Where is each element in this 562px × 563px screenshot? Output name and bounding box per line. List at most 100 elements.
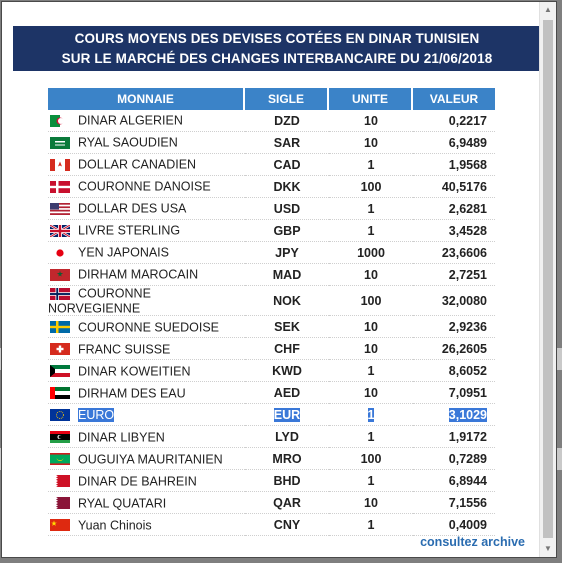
currency-code-cell: AED	[245, 382, 329, 405]
currency-value-cell: 0,4009	[413, 514, 495, 537]
currency-value-cell: 2,9236	[413, 316, 495, 339]
currency-unit: 100	[360, 179, 382, 194]
currency-unit-cell: 1	[329, 154, 413, 176]
table-row[interactable]: COURONNE DANOISE DKK 100 40,5176	[48, 176, 495, 198]
archive-link[interactable]: consultez archive	[420, 535, 525, 549]
currency-unit-cell: 1	[329, 360, 413, 383]
currency-name: EURO	[78, 408, 115, 423]
scroll-down-icon[interactable]: ▼	[544, 544, 552, 553]
currency-name-cell: DOLLAR CANADIEN	[48, 154, 245, 176]
table-row[interactable]: OUGUIYA MAURITANIEN MRO 100 0,7289	[48, 448, 495, 471]
currency-code-cell: NOK	[245, 286, 329, 317]
currency-value-cell: 3,4528	[413, 220, 495, 242]
jp-flag-icon	[50, 246, 70, 259]
currency-code: MAD	[272, 267, 302, 282]
table-row[interactable]: DOLLAR DES USA USD 1 2,6281	[48, 198, 495, 220]
currency-value: 7,0951	[448, 385, 487, 400]
currency-value: 6,9489	[448, 135, 487, 150]
currency-code: DZD	[274, 113, 300, 128]
currency-unit: 10	[364, 495, 378, 510]
currency-unit: 10	[364, 385, 378, 400]
table-row[interactable]: DINAR DE BAHREIN BHD 1 6,8944	[48, 470, 495, 493]
table-row[interactable]: RYAL SAOUDIEN SAR 10 6,9489	[48, 132, 495, 154]
currency-name-cell: LIVRE STERLING	[48, 220, 245, 242]
bh-flag-icon	[50, 475, 70, 488]
currency-name: DINAR LIBYEN	[78, 430, 165, 445]
currency-code-cell: CNY	[245, 514, 329, 537]
currency-value-cell: 7,1556	[413, 492, 495, 515]
scroll-thumb[interactable]	[543, 20, 553, 538]
currency-code-cell: EUR	[245, 404, 329, 427]
currency-code: JPY	[275, 245, 299, 260]
currency-value: 1,9172	[448, 429, 487, 444]
currency-name: OUGUIYA MAURITANIEN	[78, 452, 223, 467]
currency-unit-cell: 10	[329, 492, 413, 515]
currency-unit-cell: 10	[329, 316, 413, 339]
currency-code-cell: MRO	[245, 448, 329, 471]
currency-unit-cell: 1000	[329, 242, 413, 264]
currency-value-cell: 1,9172	[413, 426, 495, 449]
table-row[interactable]: EURO EUR 1 3,1029	[48, 404, 495, 427]
currency-code: MRO	[272, 451, 302, 466]
currency-unit: 10	[364, 319, 378, 334]
us-flag-icon	[50, 202, 70, 215]
gb-flag-icon	[50, 224, 70, 237]
currency-value-cell: 0,7289	[413, 448, 495, 471]
table-row[interactable]: DIRHAM DES EAU AED 10 7,0951	[48, 382, 495, 405]
currency-code-cell: DZD	[245, 110, 329, 132]
vertical-scrollbar[interactable]: ▲ ▼	[539, 2, 556, 557]
currency-name-cell: RYAL SAOUDIEN	[48, 132, 245, 154]
currency-value: 32,0080	[441, 293, 487, 308]
table-row[interactable]: COURONNE SUEDOISE SEK 10 2,9236	[48, 316, 495, 339]
table-row[interactable]: YEN JAPONAIS JPY 1000 23,6606	[48, 242, 495, 264]
currency-unit-cell: 1	[329, 514, 413, 537]
currency-code: CNY	[273, 517, 301, 532]
qa-flag-icon	[50, 497, 70, 510]
table-row[interactable]: COURONNE NORVEGIENNE NOK 100 32,0080	[48, 286, 495, 317]
currency-value-cell: 26,2605	[413, 338, 495, 361]
dk-flag-icon	[50, 180, 70, 193]
title-line-2: SUR LE MARCHÉ DES CHANGES INTERBANCAIRE …	[61, 51, 493, 66]
table-row[interactable]: RYAL QUATARI QAR 10 7,1556	[48, 492, 495, 515]
currency-value-cell: 40,5176	[413, 176, 495, 198]
currency-code: LYD	[275, 429, 299, 444]
currency-code-cell: SEK	[245, 316, 329, 339]
no-flag-icon	[50, 287, 70, 300]
scroll-up-icon[interactable]: ▲	[544, 5, 552, 14]
currency-value: 6,8944	[448, 473, 487, 488]
currency-name-cell: YEN JAPONAIS	[48, 242, 245, 264]
column-header-monnaie: MONNAIE	[48, 88, 245, 110]
ae-flag-icon	[50, 387, 70, 400]
currency-value: 1,9568	[448, 157, 487, 172]
table-row[interactable]: LIVRE STERLING GBP 1 3,4528	[48, 220, 495, 242]
table-row[interactable]: DINAR ALGERIEN DZD 10 0,2217	[48, 110, 495, 132]
table-row[interactable]: DOLLAR CANADIEN CAD 1 1,9568	[48, 154, 495, 176]
table-row[interactable]: Yuan Chinois CNY 1 0,4009	[48, 514, 495, 537]
currency-unit: 1	[367, 473, 375, 488]
mr-flag-icon	[50, 453, 70, 466]
table-row[interactable]: FRANC SUISSE CHF 10 26,2605	[48, 338, 495, 361]
currency-unit: 1	[367, 429, 375, 444]
currency-code: DKK	[273, 179, 301, 194]
currency-name: RYAL SAOUDIEN	[78, 135, 178, 150]
table-header-row: MONNAIE SIGLE UNITE VALEUR	[48, 88, 495, 110]
table-row[interactable]: DIRHAM MAROCAIN MAD 10 2,7251	[48, 264, 495, 286]
column-header-valeur: VALEUR	[413, 88, 495, 110]
currency-code-cell: CAD	[245, 154, 329, 176]
ch-flag-icon	[50, 343, 70, 356]
currency-name: LIVRE STERLING	[78, 223, 181, 238]
table-row[interactable]: DINAR LIBYEN LYD 1 1,9172	[48, 426, 495, 449]
exchange-rates-popup: × COURS MOYENS DES DEVISES COTÉES EN DIN…	[1, 1, 557, 558]
currency-unit-cell: 100	[329, 448, 413, 471]
table-row[interactable]: DINAR KOWEITIEN KWD 1 8,6052	[48, 360, 495, 383]
currency-name: COURONNE DANOISE	[78, 179, 211, 194]
se-flag-icon	[50, 321, 70, 334]
currency-unit-cell: 100	[329, 286, 413, 317]
currency-name: YEN JAPONAIS	[78, 245, 169, 260]
cn-flag-icon	[50, 519, 70, 532]
currency-value-cell: 23,6606	[413, 242, 495, 264]
currency-value-cell: 6,8944	[413, 470, 495, 493]
currency-unit: 10	[364, 267, 378, 282]
currency-unit: 10	[364, 135, 378, 150]
currency-code-cell: BHD	[245, 470, 329, 493]
